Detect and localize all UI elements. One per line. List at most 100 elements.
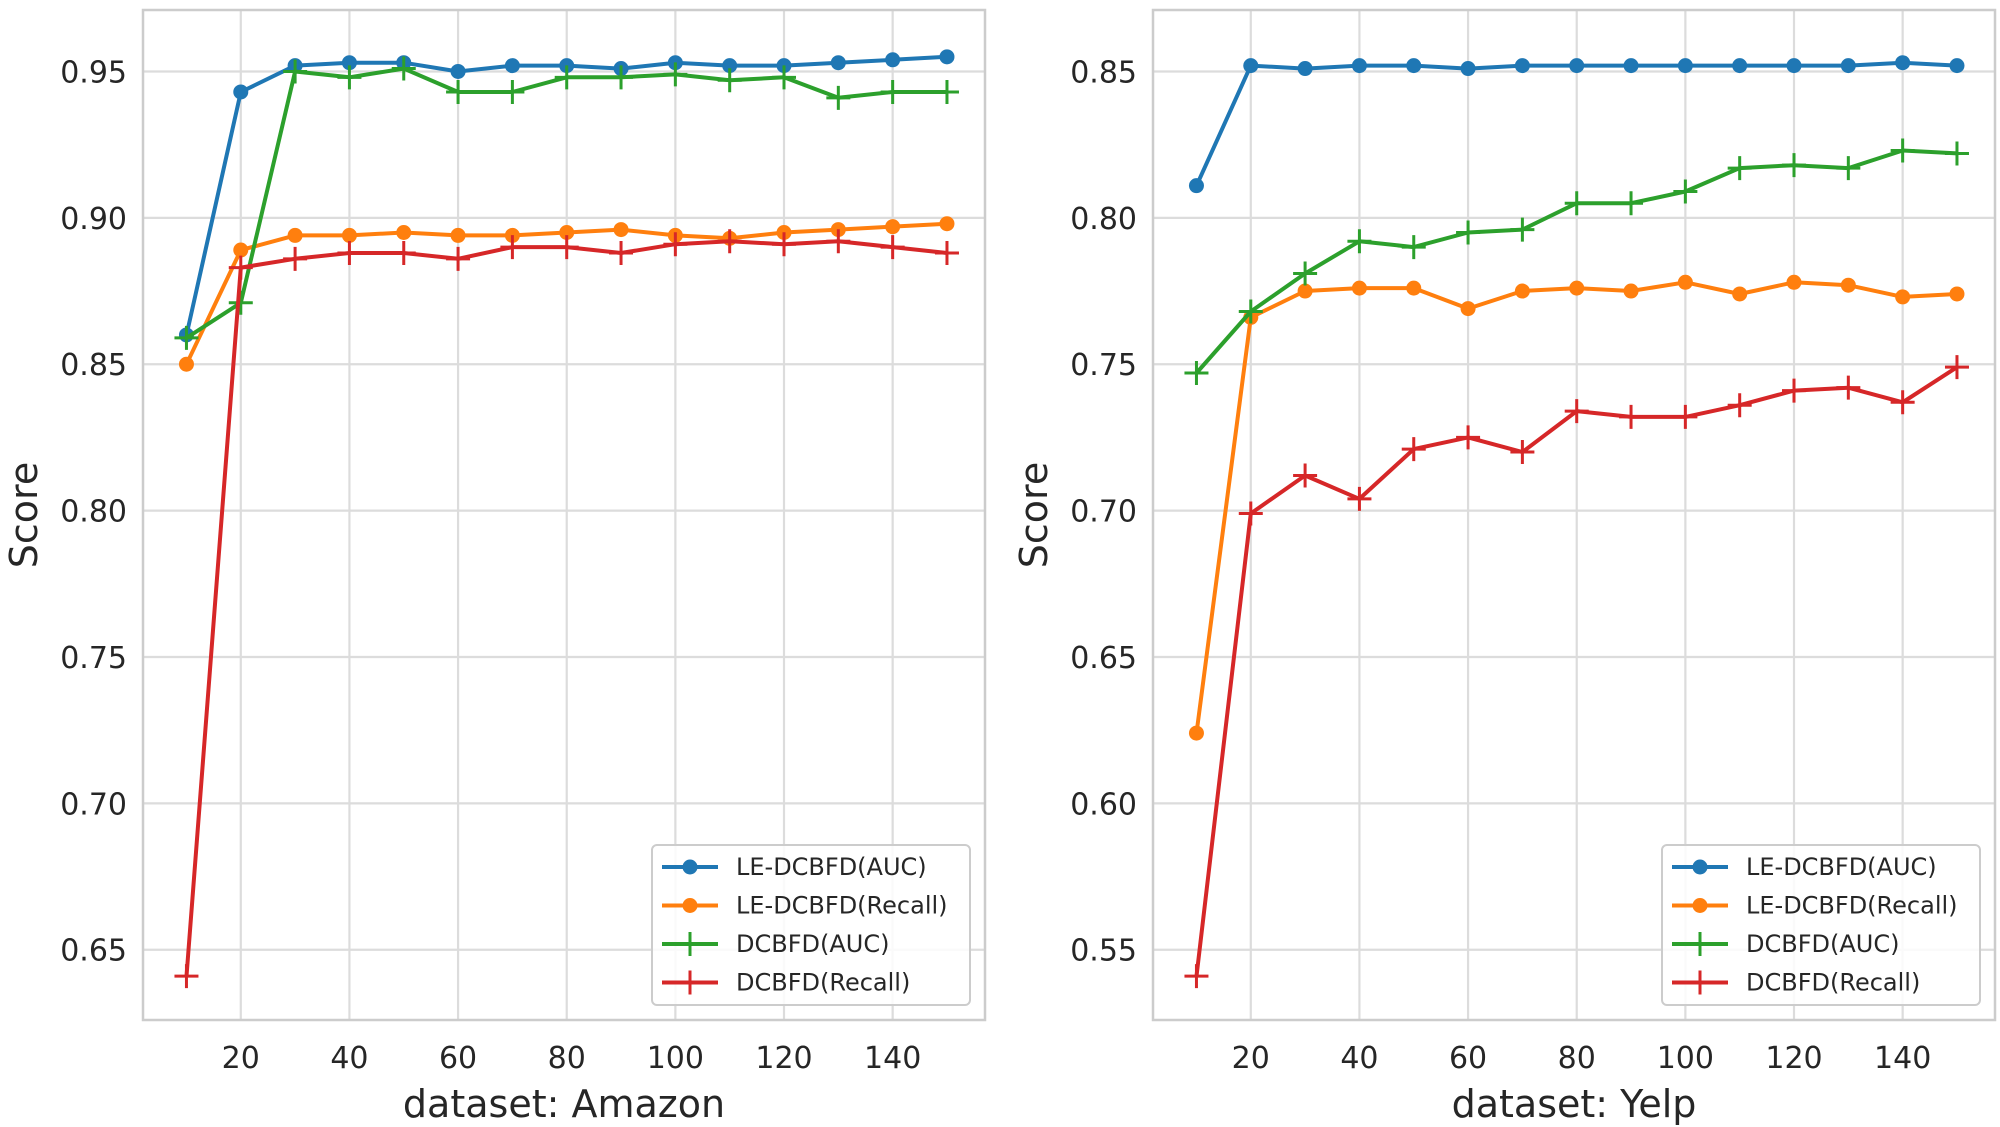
data-point bbox=[1406, 58, 1422, 74]
data-point bbox=[1786, 58, 1802, 74]
yelp-ytick-label: 0.55 bbox=[1070, 934, 1137, 969]
yelp-series-dcbfd-auc bbox=[1184, 138, 1969, 386]
data-point bbox=[1456, 425, 1481, 450]
amazon-y-axis-label: Score bbox=[2, 462, 46, 568]
data-point bbox=[1895, 55, 1911, 71]
legend-swatch-marker bbox=[1688, 970, 1712, 995]
yelp-chart-panel: 20 40 60 80 100 120 140 0.55 0.60 0.65 0.70 0.75 0.8… bbox=[1012, 8, 1997, 1126]
data-point bbox=[1836, 156, 1861, 181]
data-point bbox=[1836, 375, 1861, 400]
data-point bbox=[1732, 286, 1748, 302]
data-point bbox=[1510, 217, 1535, 242]
amazon-x-axis-label: dataset: Amazon bbox=[403, 1082, 725, 1126]
data-point bbox=[1727, 156, 1752, 181]
yelp-ytick-label: 0.70 bbox=[1070, 495, 1137, 530]
amazon-xtick-label: 20 bbox=[222, 1041, 260, 1076]
data-point bbox=[287, 227, 303, 243]
legend-swatch-marker bbox=[1688, 932, 1712, 956]
data-point bbox=[1564, 399, 1589, 424]
data-point bbox=[283, 59, 308, 84]
yelp-xtick-label: 140 bbox=[1874, 1041, 1931, 1076]
data-point bbox=[880, 79, 905, 104]
data-point bbox=[1949, 58, 1965, 74]
data-point bbox=[500, 235, 525, 260]
data-point bbox=[178, 356, 194, 372]
yelp-xtick-label: 80 bbox=[1558, 1041, 1596, 1076]
amazon-ytick-label: 0.80 bbox=[60, 495, 127, 530]
data-point bbox=[1460, 61, 1476, 77]
data-point bbox=[174, 325, 199, 350]
data-point bbox=[1895, 289, 1911, 305]
yelp-xtick-label: 60 bbox=[1449, 1041, 1487, 1076]
data-point bbox=[609, 240, 634, 265]
yelp-ytick-label: 0.85 bbox=[1070, 55, 1137, 90]
data-point bbox=[1840, 58, 1856, 74]
data-point bbox=[1347, 229, 1372, 254]
data-point bbox=[1673, 404, 1698, 429]
legend-swatch-marker bbox=[1692, 859, 1708, 875]
amazon-series-dcbfd-auc bbox=[174, 56, 959, 350]
yelp-xtick-label: 20 bbox=[1232, 1041, 1270, 1076]
data-point bbox=[1677, 58, 1693, 74]
amazon-ytick-label: 0.65 bbox=[60, 934, 127, 969]
data-point bbox=[554, 235, 579, 260]
legend-swatch-marker bbox=[1692, 898, 1708, 913]
data-point bbox=[1949, 286, 1965, 302]
amazon-ytick-label: 0.70 bbox=[60, 787, 127, 822]
data-point bbox=[1460, 301, 1476, 317]
amazon-xtick-label: 140 bbox=[864, 1041, 921, 1076]
data-point bbox=[1944, 141, 1969, 166]
data-point bbox=[283, 246, 308, 271]
yelp-axes-frame bbox=[1151, 8, 1997, 1022]
data-point bbox=[228, 290, 253, 315]
yelp-ytick-label: 0.80 bbox=[1070, 202, 1137, 237]
data-point bbox=[233, 84, 249, 100]
data-point bbox=[934, 240, 959, 265]
data-point bbox=[1569, 58, 1585, 74]
legend-entry-label: LE-DCBFD(AUC) bbox=[1746, 853, 1937, 881]
data-point bbox=[1293, 463, 1318, 488]
data-point bbox=[446, 79, 471, 104]
data-point bbox=[1456, 220, 1481, 245]
data-point bbox=[1351, 280, 1367, 296]
legend-entry-label: DCBFD(Recall) bbox=[1746, 969, 1920, 997]
yelp-ytick-label: 0.60 bbox=[1070, 787, 1137, 822]
yelp-ytick-label: 0.75 bbox=[1070, 348, 1137, 383]
data-point bbox=[1623, 283, 1639, 299]
yelp-legend: LE-DCBFD(AUC) LE-DCBFD(Recall) DCBFD(AUC) D… bbox=[1661, 844, 1981, 1006]
data-point bbox=[396, 224, 412, 240]
data-point bbox=[1184, 361, 1209, 386]
yelp-x-axis-label: dataset: Yelp bbox=[1452, 1082, 1697, 1126]
data-point bbox=[663, 232, 688, 257]
data-point bbox=[885, 219, 901, 235]
data-point bbox=[1238, 501, 1263, 526]
data-point bbox=[391, 240, 416, 265]
data-point bbox=[174, 964, 199, 989]
yelp-xtick-label: 40 bbox=[1340, 1041, 1378, 1076]
data-point bbox=[1727, 393, 1752, 418]
data-point bbox=[1347, 486, 1372, 511]
legend-swatch-marker bbox=[678, 970, 702, 995]
data-point bbox=[391, 56, 416, 81]
data-point bbox=[1351, 58, 1367, 74]
data-point bbox=[337, 240, 362, 265]
legend-entry-label: LE-DCBFD(Recall) bbox=[1746, 892, 1958, 920]
yelp-xtick-label: 100 bbox=[1657, 1041, 1714, 1076]
data-point bbox=[559, 224, 575, 240]
data-point bbox=[1944, 355, 1969, 380]
yelp-series-dcbfd-recall bbox=[1184, 355, 1969, 989]
data-point bbox=[934, 79, 959, 104]
data-point bbox=[1243, 58, 1259, 74]
data-point bbox=[1786, 274, 1802, 290]
data-point bbox=[939, 216, 955, 232]
data-point bbox=[613, 222, 629, 238]
amazon-chart-panel: 20 40 60 80 100 120 140 0.65 0.70 0.75 0.80 0.85 0.9… bbox=[2, 8, 987, 1126]
data-point bbox=[830, 55, 846, 71]
data-point bbox=[554, 65, 579, 90]
data-point bbox=[1297, 61, 1313, 77]
data-point bbox=[500, 79, 525, 104]
yelp-ytick-label: 0.65 bbox=[1070, 641, 1137, 676]
legend-swatch-marker bbox=[678, 932, 702, 956]
data-point bbox=[717, 68, 742, 93]
